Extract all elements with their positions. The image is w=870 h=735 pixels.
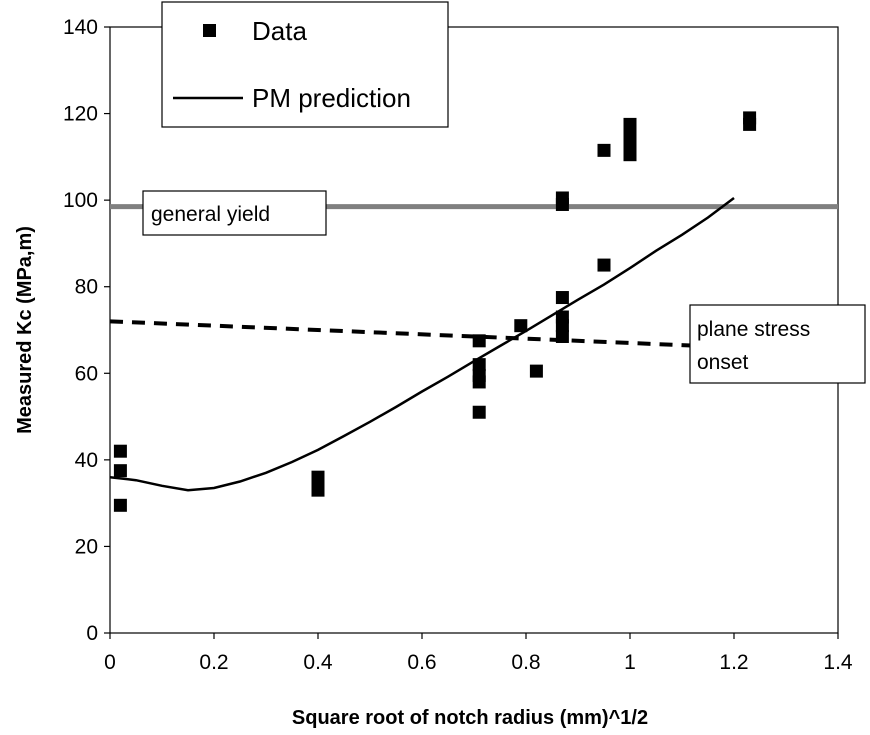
data-point <box>472 375 486 389</box>
y-tick-label: 0 <box>86 622 98 645</box>
data-point <box>743 117 757 131</box>
general-yield-label: general yield <box>151 203 270 226</box>
data-point <box>529 364 543 378</box>
data-point <box>311 483 325 497</box>
data-point <box>623 137 637 151</box>
data-point <box>472 334 486 348</box>
y-tick-label: 20 <box>75 535 98 558</box>
data-point <box>555 319 569 333</box>
data-point <box>555 197 569 211</box>
data-point <box>597 143 611 157</box>
x-tick-label: 1 <box>624 651 636 674</box>
data-point <box>472 405 486 419</box>
plot-area: 0 20 40 60 80 100 120 140 0 0.2 0.4 0.6 0.8 1 1.2 1.4 Da… <box>63 1 866 674</box>
data-point <box>472 358 486 372</box>
y-tick-label: 80 <box>75 276 98 299</box>
general-yield-label-box <box>142 190 327 236</box>
data-point <box>555 291 569 305</box>
x-axis-title: Square root of notch radius (mm)^1/2 <box>292 707 648 729</box>
x-tick-label: 0.2 <box>199 651 228 674</box>
y-axis-title: Measured Kc (MPa,m) <box>14 226 36 434</box>
plane-stress-label-line1: plane stress <box>697 318 810 341</box>
legend-label-data: Data <box>252 16 307 46</box>
legend <box>161 1 449 128</box>
y-tick-label: 100 <box>63 189 98 212</box>
x-tick-label: 0.6 <box>407 651 436 674</box>
data-point <box>597 258 611 272</box>
x-tick-label: 1.2 <box>719 651 748 674</box>
pm-prediction-line <box>109 197 735 492</box>
data-point <box>113 464 127 478</box>
plane-stress-label-box <box>689 304 866 384</box>
data-point <box>113 498 127 512</box>
data-point <box>623 148 637 162</box>
y-tick-label: 40 <box>75 449 98 472</box>
y-tick-label: 140 <box>63 16 98 39</box>
x-tick-label: 0 <box>104 651 116 674</box>
legend-label-pm: PM prediction <box>252 83 411 113</box>
y-tick-label: 120 <box>63 103 98 126</box>
x-tick-label: 0.8 <box>511 651 540 674</box>
data-point <box>555 329 569 343</box>
y-tick-label: 60 <box>75 362 98 385</box>
x-tick-label: 0.4 <box>303 651 333 674</box>
data-point <box>623 117 637 131</box>
x-tick-label: 1.4 <box>823 651 853 674</box>
data-point <box>113 444 127 458</box>
data-point <box>514 319 528 333</box>
legend-marker-data <box>203 24 216 37</box>
plane-stress-label-line2: onset <box>697 351 749 374</box>
plane-stress-onset-line <box>109 319 735 350</box>
